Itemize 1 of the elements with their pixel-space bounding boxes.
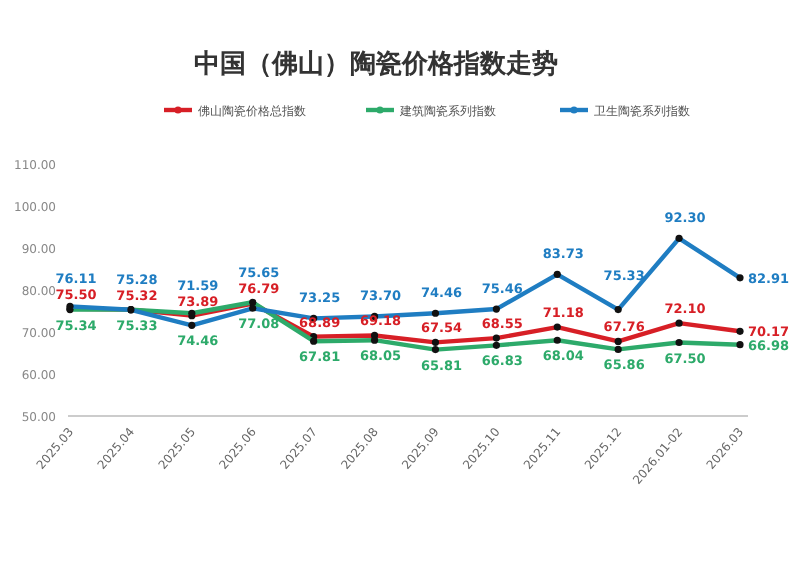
chart-title: 中国（佛山）陶瓷价格指数走势 [194,48,558,80]
